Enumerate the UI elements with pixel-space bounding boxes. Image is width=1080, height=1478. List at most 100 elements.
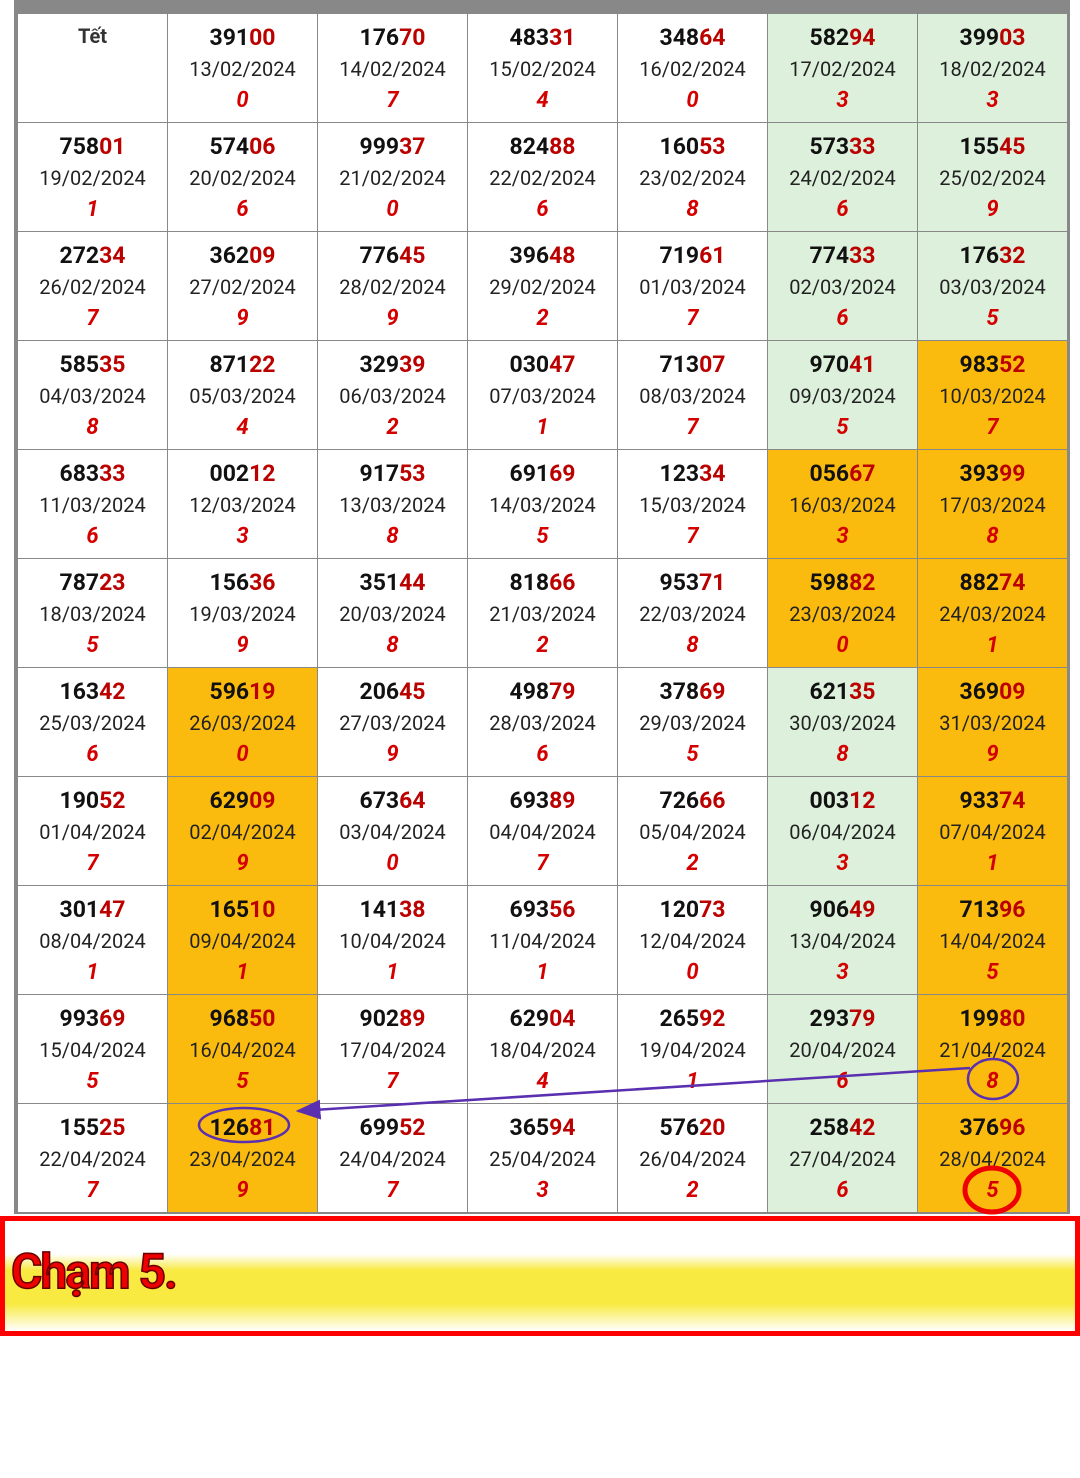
result-number: 67364: [359, 787, 426, 814]
result-number: 15545: [959, 133, 1026, 160]
date: 27/02/2024: [189, 275, 296, 299]
cell: 62904 18/04/2024 4: [468, 995, 617, 1103]
result-number: 57620: [659, 1114, 726, 1141]
touch-digit: 6: [86, 524, 99, 549]
touch-digit: 3: [236, 524, 249, 549]
cell: 00212 12/03/2024 3: [168, 450, 317, 558]
date: 30/03/2024: [789, 711, 896, 735]
cell: 12073 12/04/2024 0: [618, 886, 767, 994]
touch-digit: 4: [536, 88, 549, 113]
date: 07/03/2024: [489, 384, 596, 408]
touch-digit: 2: [536, 633, 549, 658]
date: 08/04/2024: [39, 929, 146, 953]
cell: 62909 02/04/2024 9: [168, 777, 317, 885]
touch-digit: 7: [686, 524, 699, 549]
touch-digit: 8: [86, 415, 99, 440]
date: 24/04/2024: [339, 1147, 446, 1171]
date: 27/04/2024: [789, 1147, 896, 1171]
result-number: 30147: [59, 896, 126, 923]
result-number: 69169: [509, 460, 576, 487]
result-number: 19980: [959, 1005, 1026, 1032]
touch-digit: 0: [836, 633, 849, 658]
date: 14/03/2024: [489, 493, 596, 517]
touch-digit: 2: [686, 851, 699, 876]
result-number: 62904: [509, 1005, 576, 1032]
result-number: 12334: [659, 460, 726, 487]
touch-digit: 5: [86, 1069, 99, 1094]
result-number: 69356: [509, 896, 576, 923]
touch-digit: 9: [236, 633, 249, 658]
result-number: 35144: [359, 569, 426, 596]
result-number: 95371: [659, 569, 726, 596]
date: 16/04/2024: [189, 1038, 296, 1062]
date: 26/02/2024: [39, 275, 146, 299]
date: 05/04/2024: [639, 820, 746, 844]
cell: 49879 28/03/2024 6: [468, 668, 617, 776]
cell: 39903 18/02/2024 3: [918, 14, 1067, 122]
touch-digit: 5: [836, 415, 849, 440]
date: 14/04/2024: [939, 929, 1046, 953]
arrow: [295, 1066, 971, 1120]
date: 20/04/2024: [789, 1038, 896, 1062]
date: 18/04/2024: [489, 1038, 596, 1062]
touch-digit: 7: [536, 851, 549, 876]
touch-digit: 6: [836, 197, 849, 222]
touch-digit: 2: [686, 1178, 699, 1203]
cell: 15525 22/04/2024 7: [18, 1104, 167, 1212]
cell: 77645 28/02/2024 9: [318, 232, 467, 340]
cell: 37869 29/03/2024 5: [618, 668, 767, 776]
touch-digit: 3: [836, 851, 849, 876]
touch-digit: 5: [536, 524, 549, 549]
result-number: 39100: [209, 24, 276, 51]
result-number: 58294: [809, 24, 876, 51]
result-number: 15525: [59, 1114, 126, 1141]
result-number: 59619: [209, 678, 276, 705]
touch-digit: 8: [686, 633, 699, 658]
result-number: 12073: [659, 896, 726, 923]
touch-digit: 7: [386, 1069, 399, 1094]
cell: 62135 30/03/2024 8: [768, 668, 917, 776]
result-number: 39399: [959, 460, 1026, 487]
touch-digit: 7: [86, 306, 99, 331]
cell: 58294 17/02/2024 3: [768, 14, 917, 122]
date: 11/04/2024: [489, 929, 596, 953]
date: 13/03/2024: [339, 493, 446, 517]
cell: 17670 14/02/2024 7: [318, 14, 467, 122]
date: 04/03/2024: [39, 384, 146, 408]
date: 20/03/2024: [339, 602, 446, 626]
result-number: 77433: [809, 242, 876, 269]
date: 16/03/2024: [789, 493, 896, 517]
touch-digit: 5: [986, 306, 999, 331]
result-number: 03047: [509, 351, 576, 378]
result-number: 68333: [59, 460, 126, 487]
cell: 29379 20/04/2024 6: [768, 995, 917, 1103]
result-number: 82488: [509, 133, 576, 160]
circle: [966, 1057, 1020, 1101]
caption: Chạm 5.: [10, 1242, 178, 1301]
touch-digit: 2: [536, 306, 549, 331]
cell: 15636 19/03/2024 9: [168, 559, 317, 667]
cell: 32939 06/03/2024 2: [318, 341, 467, 449]
result-number: 25842: [809, 1114, 876, 1141]
result-number: 36209: [209, 242, 276, 269]
cell: 19980 21/04/2024 8: [918, 995, 1067, 1103]
result-number: 87122: [209, 351, 276, 378]
result-number: 27234: [59, 242, 126, 269]
date: 15/04/2024: [39, 1038, 146, 1062]
touch-digit: 1: [536, 960, 549, 985]
touch-digit: 3: [836, 524, 849, 549]
result-number: 26592: [659, 1005, 726, 1032]
result-number: 93374: [959, 787, 1026, 814]
date: 21/02/2024: [339, 166, 446, 190]
cell: 67364 03/04/2024 0: [318, 777, 467, 885]
result-number: 75801: [59, 133, 126, 160]
cell: 90289 17/04/2024 7: [318, 995, 467, 1103]
result-number: 71961: [659, 242, 726, 269]
cell: 81866 21/03/2024 2: [468, 559, 617, 667]
cell: 14138 10/04/2024 1: [318, 886, 467, 994]
touch-digit: 1: [986, 633, 999, 658]
date: 22/03/2024: [639, 602, 746, 626]
result-number: 16053: [659, 133, 726, 160]
cell: 88274 24/03/2024 1: [918, 559, 1067, 667]
